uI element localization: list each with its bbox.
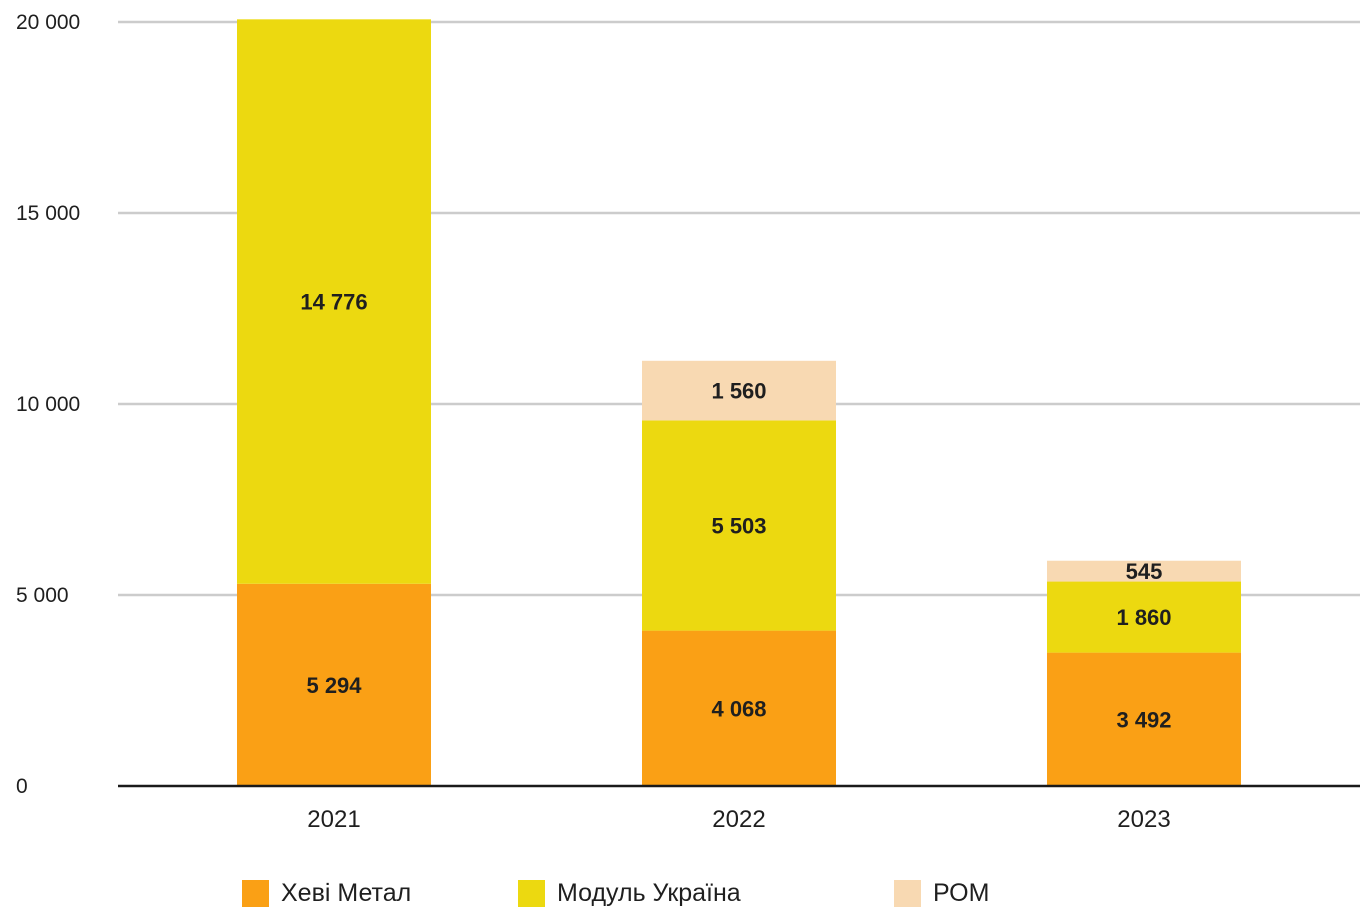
x-tick-label: 2022: [712, 806, 765, 833]
data-label: 4 068: [711, 696, 766, 721]
y-tick-label: 5 000: [16, 584, 69, 607]
bar-segment-2023-3: [1047, 560, 1241, 582]
legend: Хеві Метал Модуль Україна РОМ: [0, 878, 1360, 918]
bar-segment-2023-2: [1047, 581, 1241, 653]
legend-swatch-rom: [894, 879, 921, 907]
data-label: 545: [1126, 559, 1163, 584]
data-label: 3 492: [1116, 707, 1171, 732]
y-tick-label: 15 000: [16, 202, 80, 225]
legend-item-heavy-metal: Хеві Метал: [242, 878, 411, 908]
bar-segment-2022-2: [642, 420, 836, 631]
data-label: 1 860: [1116, 605, 1171, 630]
legend-item-rom: РОМ: [894, 878, 989, 908]
data-label: 14 776: [300, 290, 367, 315]
x-tick-label: 2021: [307, 806, 360, 833]
bar-segment-2023-1: [1047, 652, 1241, 786]
bar-segment-2022-3: [642, 360, 836, 421]
legend-label-module-ukraine: Модуль Україна: [557, 878, 741, 907]
y-tick-label: 0: [16, 775, 28, 798]
data-label: 1 560: [711, 379, 766, 404]
bar-segment-2021-2: [237, 19, 431, 584]
data-label: 5 294: [306, 673, 362, 698]
data-label: 5 503: [711, 513, 766, 538]
legend-label-rom: РОМ: [933, 878, 990, 907]
legend-item-module-ukraine: Модуль Україна: [518, 878, 741, 908]
bar-segment-2022-1: [642, 630, 836, 786]
legend-label-heavy-metal: Хеві Метал: [281, 878, 412, 907]
legend-swatch-heavy-metal: [242, 879, 269, 907]
y-tick-label: 20 000: [16, 11, 80, 34]
legend-swatch-module-ukraine: [518, 879, 545, 907]
stacked-bar-chart: 0 5 000 10 000 15 000 20 000 5 294 14 776 2021 4…: [16, 11, 1360, 833]
y-tick-label: 10 000: [16, 393, 80, 416]
bar-segment-2021-1: [237, 583, 431, 786]
x-tick-label: 2023: [1117, 806, 1170, 833]
